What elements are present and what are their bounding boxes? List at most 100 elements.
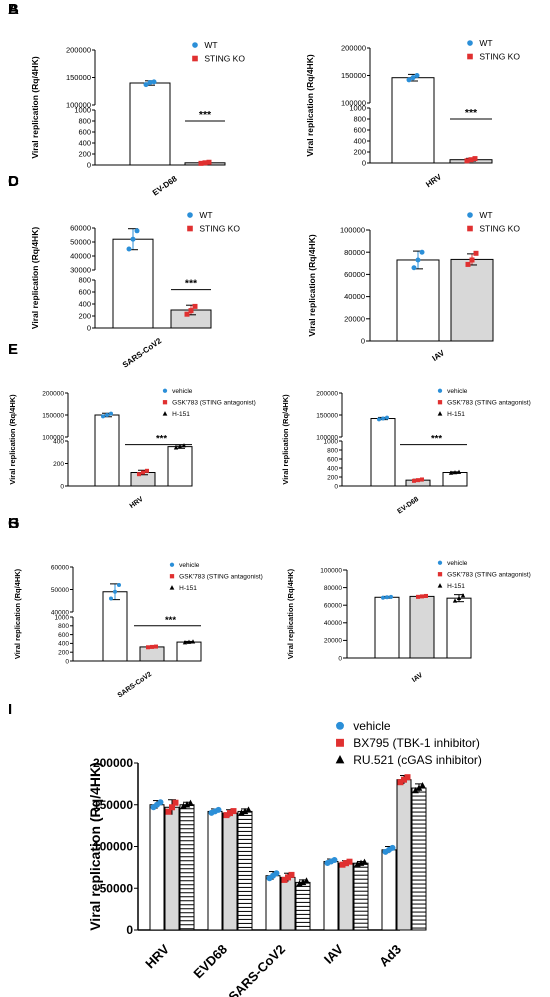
data-point xyxy=(361,858,368,865)
data-point xyxy=(186,639,192,644)
bar-i-ad3-s0 xyxy=(381,849,397,931)
legend-marker xyxy=(437,400,443,405)
data-point xyxy=(385,415,389,420)
data-point xyxy=(419,249,425,255)
significance-label: *** xyxy=(156,434,167,445)
data-point xyxy=(173,445,179,450)
panel-letter: F xyxy=(8,341,17,358)
data-point xyxy=(281,876,288,883)
legend-label: vehicle xyxy=(447,560,468,567)
y-tick-label: 60000 xyxy=(344,270,365,279)
y-tick-label: 600 xyxy=(78,128,91,137)
legend-label: STING KO xyxy=(204,54,245,64)
x-category-label: HRV xyxy=(129,496,145,510)
y-axis-label: Viral replication (Rq/4HK) xyxy=(8,394,17,485)
data-point xyxy=(416,478,420,483)
data-point xyxy=(473,250,479,256)
data-point xyxy=(206,159,212,165)
data-point xyxy=(109,411,113,416)
data-point xyxy=(141,470,145,475)
data-point xyxy=(414,73,420,78)
data-point xyxy=(412,478,416,483)
data-point xyxy=(150,644,154,649)
data-point xyxy=(126,246,132,252)
data-point xyxy=(157,799,164,806)
data-point xyxy=(456,595,462,600)
y-tick-label: 150000 xyxy=(93,798,133,812)
y-tick-label: 0 xyxy=(338,655,342,662)
y-axis-label: Viral replication (Rq/4HK) xyxy=(305,54,315,157)
panel-a: A Viral replication (Rq/4HK) 100000 150000 2… xyxy=(8,1,245,197)
data-point xyxy=(230,808,237,815)
legend-label: H-151 xyxy=(447,583,465,590)
data-point xyxy=(165,808,172,815)
y-axis-label: Viral replication (Rq/4HK) xyxy=(286,568,295,659)
y-tick-label: 200000 xyxy=(316,390,338,397)
y-tick-label: 50000 xyxy=(100,881,134,895)
legend-marker xyxy=(335,755,345,764)
y-tick-label: 0 xyxy=(362,159,366,168)
y-tick-label: 0 xyxy=(361,337,365,346)
data-point xyxy=(227,810,233,817)
legend-label: vehicle xyxy=(353,719,391,733)
y-axis-label: Viral replication (Rq/4HK) xyxy=(30,56,40,159)
panel-letter: C xyxy=(8,173,19,190)
y-tick-label: 600 xyxy=(78,288,91,297)
y-tick-label: 800 xyxy=(78,117,91,126)
bar-b-s0 xyxy=(391,77,435,164)
legend-marker xyxy=(437,388,443,393)
legend-marker xyxy=(437,572,443,577)
panel-c: C Viral replication (Rq/4HK) 30000 40000 500… xyxy=(8,173,240,370)
y-tick-label: 600 xyxy=(58,632,69,639)
significance-label: *** xyxy=(431,434,442,445)
panel-h: H Viral replication (Rq/4HK) 0 20000 40000 60… xyxy=(8,515,531,684)
data-point xyxy=(187,799,194,806)
y-tick-label: 100000 xyxy=(93,840,133,854)
data-point xyxy=(412,786,419,794)
y-tick-label: 30000 xyxy=(70,266,91,275)
x-category-label: IAV xyxy=(431,348,447,363)
y-tick-label: 60000 xyxy=(324,602,342,609)
legend-label: STING KO xyxy=(479,224,520,234)
panel-letter: G xyxy=(8,515,20,532)
legend-label: BX795 (TBK-1 inhibitor) xyxy=(353,736,480,750)
y-axis-label: Viral replication (Rq/4HK) xyxy=(30,227,40,330)
data-point xyxy=(151,79,157,85)
data-point xyxy=(448,470,454,475)
y-tick-label: 60000 xyxy=(70,224,91,233)
legend-marker xyxy=(437,560,443,565)
bar-i-sars-cov2-s1 xyxy=(280,876,296,931)
data-point xyxy=(192,303,198,309)
bar-i-ad3-s2 xyxy=(411,787,427,931)
data-point xyxy=(182,640,188,645)
bar-g-s1 xyxy=(139,646,165,662)
bar-i-ad3-s1 xyxy=(396,779,412,931)
bar-i-evd68-s0 xyxy=(207,810,223,931)
legend-marker xyxy=(187,225,193,232)
legend-marker xyxy=(192,55,198,62)
x-category-label: IAV xyxy=(411,672,424,684)
y-tick-label: 200000 xyxy=(93,756,133,770)
y-tick-label: 50000 xyxy=(70,238,91,247)
data-point xyxy=(245,806,252,813)
data-point xyxy=(343,860,349,867)
significance-label: *** xyxy=(165,615,176,626)
data-point xyxy=(465,261,471,267)
x-category-label: IAV xyxy=(321,941,346,966)
data-point xyxy=(303,877,310,884)
bar-i-iav-s0 xyxy=(323,861,339,931)
data-point xyxy=(410,75,416,81)
bar-g-s2 xyxy=(176,641,202,662)
y-tick-label: 80000 xyxy=(344,248,365,257)
panel-letter: D xyxy=(8,173,19,190)
y-tick-label: 40000 xyxy=(51,609,69,616)
x-category-label: HRV xyxy=(424,172,443,189)
data-point xyxy=(169,804,175,811)
data-point xyxy=(381,416,385,421)
bar-f-s0 xyxy=(370,418,396,487)
data-point xyxy=(381,595,385,600)
y-tick-label: 100000 xyxy=(341,99,366,108)
data-point xyxy=(154,644,158,649)
y-tick-label: 100000 xyxy=(66,101,91,110)
y-tick-label: 200 xyxy=(327,474,338,481)
